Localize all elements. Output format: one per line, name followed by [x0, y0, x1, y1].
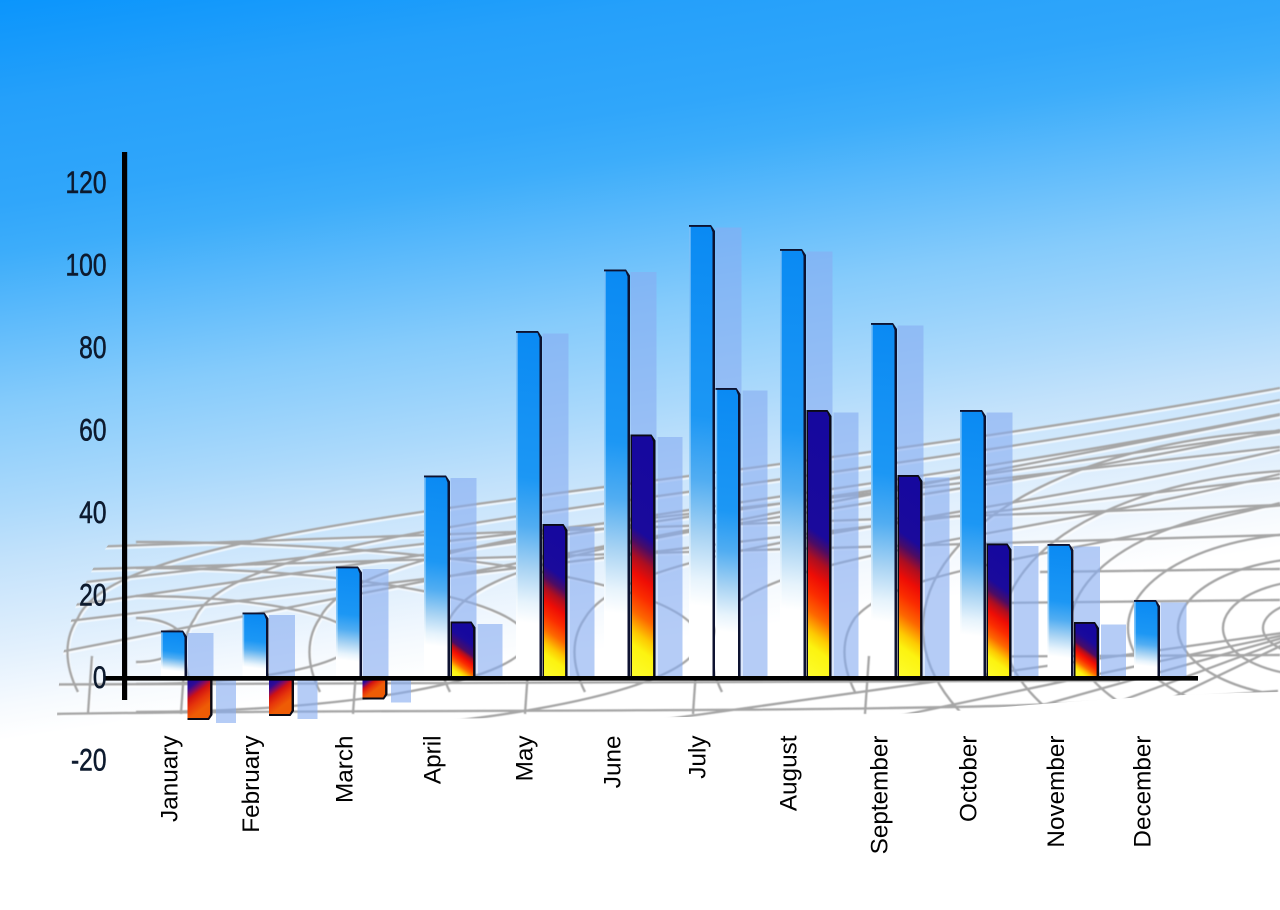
svg-text:80: 80: [79, 329, 106, 365]
svg-text:-20: -20: [71, 742, 106, 778]
svg-text:July: July: [685, 735, 712, 779]
svg-text:100: 100: [66, 247, 107, 283]
svg-text:May: May: [512, 735, 539, 782]
svg-text:40: 40: [79, 494, 106, 530]
svg-text:120: 120: [66, 164, 107, 200]
svg-text:June: June: [600, 736, 627, 789]
svg-text:January: January: [157, 735, 184, 822]
svg-text:20: 20: [79, 577, 106, 613]
svg-text:August: August: [776, 735, 803, 811]
svg-text:February: February: [238, 735, 265, 833]
svg-text:December: December: [1130, 736, 1157, 848]
svg-text:September: September: [867, 736, 894, 855]
svg-text:October: October: [956, 736, 983, 822]
svg-text:April: April: [420, 736, 447, 785]
svg-text:March: March: [332, 736, 359, 804]
svg-text:November: November: [1043, 736, 1070, 848]
svg-text:60: 60: [79, 412, 106, 448]
svg-text:0: 0: [93, 659, 107, 695]
